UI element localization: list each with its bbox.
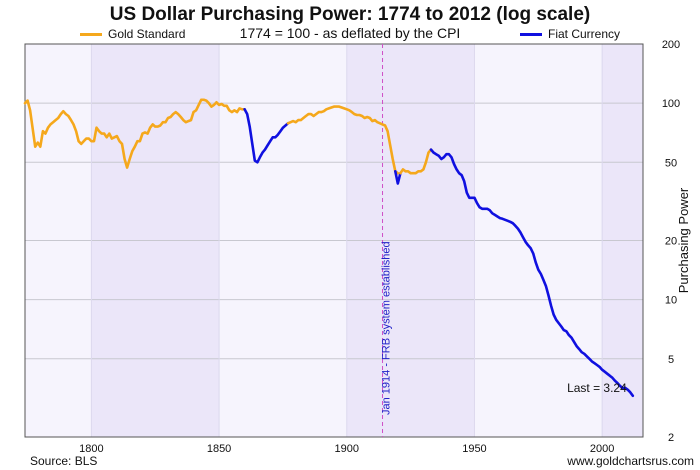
- legend-swatch-gold: [80, 32, 102, 36]
- frb-annotation: Jan 1914 - FRB system established: [381, 241, 393, 415]
- legend-item-fiat-currency: Fiat Currency: [520, 27, 620, 41]
- series-line-fiat-5: [429, 148, 635, 398]
- y-tick-label: 100: [662, 98, 680, 110]
- y-tick-label: 20: [665, 236, 677, 248]
- y-tick-label: 200: [662, 39, 680, 51]
- source-label: Source: BLS: [30, 454, 98, 468]
- legend-item-gold-standard: Gold Standard: [80, 27, 185, 41]
- y-tick-label: 5: [668, 354, 674, 366]
- series-line-gold-2: [286, 105, 400, 175]
- plot-frame: [24, 43, 644, 438]
- y-axis-label: Purchasing Power: [676, 187, 691, 293]
- y-tick-label: 50: [665, 157, 677, 169]
- x-tick-label: 1850: [207, 443, 231, 455]
- x-tick-label: 2000: [590, 443, 614, 455]
- chart-subtitle: 1774 = 100 - as deflated by the CPI: [239, 25, 461, 41]
- x-tick-label: 1800: [79, 443, 103, 455]
- x-tick-label: 1950: [462, 443, 486, 455]
- y-tick-label: 2: [668, 432, 674, 444]
- last-value-annotation: Last = 3.24: [567, 381, 627, 395]
- legend-swatch-fiat: [520, 32, 542, 36]
- website-label: www.goldchartsrus.com: [567, 454, 694, 468]
- legend-label-gold: Gold Standard: [108, 27, 186, 41]
- legend-label-fiat: Fiat Currency: [548, 27, 621, 41]
- chart-title: US Dollar Purchasing Power: 1774 to 2012…: [109, 4, 591, 25]
- series-line-fiat-3: [394, 170, 402, 185]
- series-line-gold-0: [23, 98, 246, 169]
- legend: Gold Standard Fiat Currency: [0, 27, 700, 43]
- series-line-gold-4: [399, 148, 433, 175]
- series-line-fiat-1: [243, 108, 290, 164]
- y-tick-label: 10: [665, 295, 677, 307]
- x-tick-label: 1900: [335, 443, 359, 455]
